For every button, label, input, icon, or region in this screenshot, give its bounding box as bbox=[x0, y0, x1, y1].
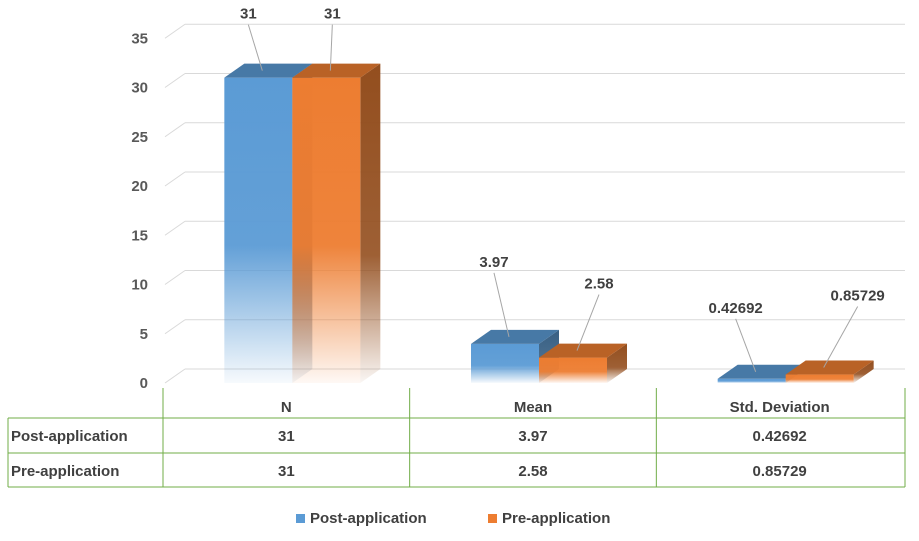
y-tick-label: 35 bbox=[131, 30, 148, 47]
bar-front bbox=[539, 357, 607, 383]
legend-item: Post-application bbox=[296, 510, 427, 527]
data-label: 2.58 bbox=[584, 276, 613, 293]
table-row-header: Post-application bbox=[11, 428, 128, 445]
data-label: 0.85729 bbox=[831, 288, 885, 305]
bar bbox=[785, 360, 874, 383]
bar-top bbox=[539, 343, 627, 358]
data-labels: 31 31 3.97 2.58 0.42692 0.85729 bbox=[240, 6, 885, 372]
bar-top bbox=[224, 63, 313, 78]
bar-top bbox=[471, 329, 559, 344]
leader-line bbox=[735, 318, 757, 372]
gridline-side bbox=[164, 122, 186, 138]
legend-item: Pre-application bbox=[488, 510, 610, 527]
y-axis: 0 5 10 15 20 25 30 35 bbox=[131, 30, 148, 392]
bar-side bbox=[360, 63, 381, 384]
table-cell: 31 bbox=[278, 463, 295, 480]
y-tick-label: 15 bbox=[131, 227, 148, 244]
table-row-header: Pre-application bbox=[11, 463, 119, 480]
bar-top bbox=[717, 364, 806, 379]
data-table: N Mean Std. Deviation Post-application 31 3.9… bbox=[7, 388, 906, 488]
bar-top bbox=[292, 63, 381, 78]
category-label: Mean bbox=[514, 399, 552, 416]
data-label: 31 bbox=[324, 6, 341, 23]
leader-line bbox=[493, 272, 510, 338]
bar-front bbox=[224, 77, 293, 384]
leader-line bbox=[823, 306, 859, 368]
data-label: 3.97 bbox=[479, 254, 508, 271]
bar-top bbox=[785, 360, 874, 375]
data-label: 31 bbox=[240, 6, 257, 23]
bar-front bbox=[785, 374, 854, 383]
y-tick-label: 10 bbox=[131, 277, 148, 294]
bar bbox=[539, 343, 627, 383]
category-label: N bbox=[281, 399, 292, 416]
table-cell: 2.58 bbox=[518, 463, 547, 480]
data-label: 0.42692 bbox=[709, 300, 763, 317]
category-label: Std. Deviation bbox=[730, 399, 830, 416]
y-tick-label: 30 bbox=[131, 80, 148, 97]
y-tick-label: 0 bbox=[140, 375, 148, 392]
gridline-side bbox=[164, 23, 186, 39]
legend-label: Post-application bbox=[310, 510, 427, 527]
legend-swatch bbox=[296, 514, 305, 523]
table-cell: 31 bbox=[278, 428, 295, 445]
leader-line bbox=[576, 294, 600, 351]
bar-front bbox=[717, 378, 786, 383]
bars bbox=[224, 63, 874, 384]
leader-line bbox=[329, 24, 333, 71]
table-cell: 0.42692 bbox=[753, 428, 807, 445]
leader-line bbox=[247, 24, 263, 71]
gridline-side bbox=[164, 319, 186, 335]
legend-swatch bbox=[488, 514, 497, 523]
bar bbox=[292, 63, 381, 384]
gridline-side bbox=[164, 368, 186, 384]
gridline-side bbox=[164, 220, 186, 236]
bar-front bbox=[292, 77, 361, 384]
y-tick-label: 25 bbox=[131, 129, 148, 146]
y-tick-label: 20 bbox=[131, 178, 148, 195]
bar-front bbox=[471, 343, 539, 383]
gridline-side bbox=[164, 171, 186, 187]
y-tick-label: 5 bbox=[140, 326, 148, 343]
bar bbox=[471, 329, 559, 383]
legend-label: Pre-application bbox=[502, 510, 610, 527]
gridline-side bbox=[164, 270, 186, 285]
bar-side bbox=[607, 343, 627, 383]
bar-side bbox=[853, 360, 874, 383]
legend: Post-application Pre-application bbox=[296, 510, 610, 527]
table-cell: 0.85729 bbox=[753, 463, 807, 480]
gridline-side bbox=[164, 73, 186, 88]
table-cell: 3.97 bbox=[518, 428, 547, 445]
